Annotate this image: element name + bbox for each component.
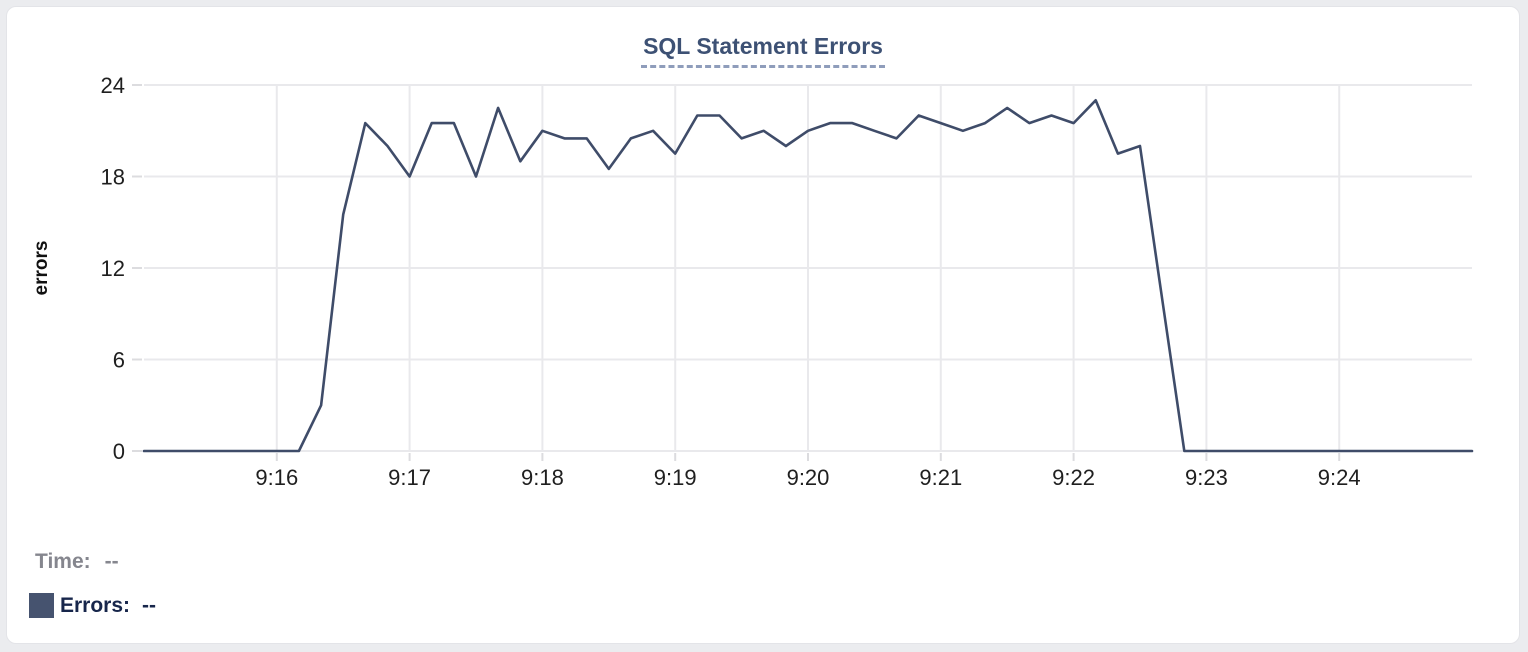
errors-line-series	[142, 98, 1474, 453]
chart-title[interactable]: SQL Statement Errors	[641, 33, 885, 68]
y-axis-title: errors	[31, 241, 52, 296]
x-tick-label: 9:18	[521, 465, 564, 490]
legend-color-swatch[interactable]	[29, 593, 54, 618]
x-tick-label: 9:20	[787, 465, 830, 490]
chart-panel: SQL Statement Errors 0 6 12 18 24 9:16 9:17 9:1…	[6, 6, 1520, 644]
y-tick-label: 24	[101, 73, 125, 98]
x-tick-label: 9:21	[919, 465, 962, 490]
y-tick-label: 18	[101, 165, 125, 190]
x-tick-label: 9:22	[1052, 465, 1095, 490]
x-tick-label: 9:16	[255, 465, 298, 490]
sql-errors-chart[interactable]: 0 6 12 18 24 9:16 9:17 9:18 9:19 9:20 9:21 9:22 9:23…	[7, 67, 1520, 519]
x-tick-label: 9:17	[388, 465, 431, 490]
y-tick-label: 12	[101, 256, 125, 281]
legend-errors-label: Errors:	[60, 594, 131, 617]
chart-header: SQL Statement Errors	[7, 33, 1519, 68]
x-tick-label: 9:19	[654, 465, 697, 490]
legend-time-row: Time: --	[35, 549, 119, 574]
legend-errors-value: --	[142, 594, 157, 617]
legend-time-value: --	[104, 550, 119, 573]
y-tick-label: 6	[113, 348, 125, 373]
legend-errors-row[interactable]: Errors: --	[29, 593, 156, 618]
x-tick-label: 9:23	[1185, 465, 1228, 490]
y-tick-label: 0	[113, 439, 125, 464]
x-tick-label: 9:24	[1318, 465, 1361, 490]
legend-time-label: Time:	[35, 550, 91, 573]
